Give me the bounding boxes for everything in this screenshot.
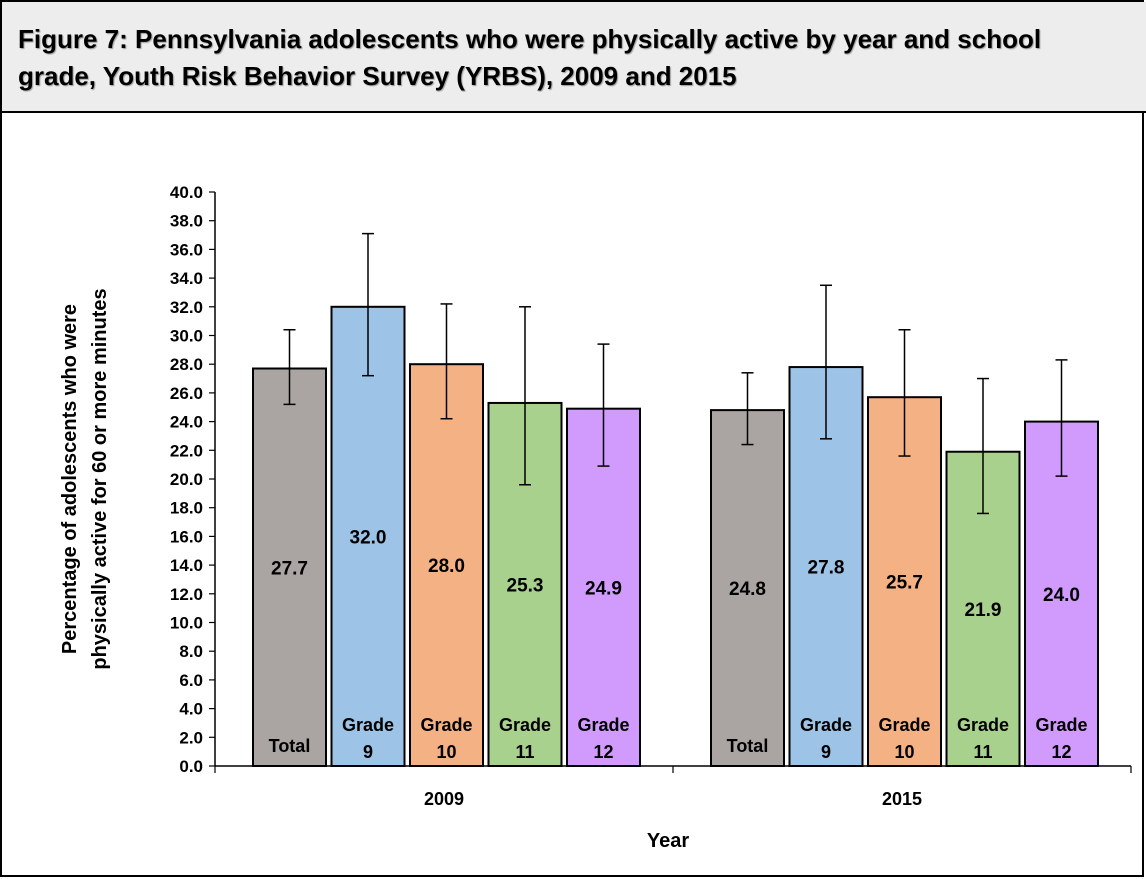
data-label: 24.0 — [1043, 585, 1080, 606]
y-tick-label: 16.0 — [170, 527, 203, 546]
bar-category-label: 9 — [821, 742, 831, 762]
y-tick-label: 4.0 — [179, 700, 203, 719]
data-label: 28.0 — [428, 556, 465, 577]
bar-category-label: 9 — [363, 742, 373, 762]
y-axis-title-line1: Percentage of adolescents who were — [59, 304, 81, 654]
y-tick-label: 40.0 — [170, 183, 203, 202]
bar-category-label: Total — [269, 736, 311, 756]
bar — [330, 305, 406, 767]
bar-category-label: 10 — [436, 742, 456, 762]
y-tick-label: 0.0 — [179, 757, 203, 776]
data-label: 27.7 — [271, 558, 308, 579]
y-tick-label: 12.0 — [170, 585, 203, 604]
bar — [252, 367, 327, 767]
bar-category-label: Grade — [1035, 715, 1087, 735]
y-tick-label: 18.0 — [170, 499, 203, 518]
title-bar: Figure 7: Pennsylvania adolescents who w… — [2, 2, 1146, 113]
data-label: 25.3 — [507, 575, 544, 596]
bar — [566, 407, 641, 767]
x-axis-title: Year — [647, 830, 689, 852]
bar-category-label: 12 — [1051, 742, 1071, 762]
data-label: 24.8 — [729, 579, 766, 600]
y-tick-label: 10.0 — [170, 614, 203, 633]
bar-category-label: Grade — [577, 715, 629, 735]
figure-title: Figure 7: Pennsylvania adolescents who w… — [18, 24, 1042, 91]
data-label: 21.9 — [965, 600, 1002, 621]
y-tick-label: 28.0 — [170, 355, 203, 374]
y-tick-label: 2.0 — [179, 728, 203, 747]
y-tick-label: 36.0 — [170, 240, 203, 259]
y-axis-title-line2: physically active for 60 or more minutes — [89, 288, 111, 669]
y-tick-label: 22.0 — [170, 441, 203, 460]
bar — [409, 363, 484, 767]
y-tick-label: 32.0 — [170, 298, 203, 317]
bar-category-label: Grade — [499, 715, 551, 735]
data-label: 27.8 — [808, 558, 845, 579]
bar-category-label: Grade — [957, 715, 1009, 735]
bar-category-label: 10 — [894, 742, 914, 762]
x-category-label: 2015 — [882, 789, 922, 809]
y-tick-label: 6.0 — [179, 671, 203, 690]
bar — [710, 409, 785, 767]
y-tick-label: 34.0 — [170, 269, 203, 288]
data-label: 32.0 — [350, 527, 387, 548]
bar-category-label: Grade — [342, 715, 394, 735]
bar-category-label: Grade — [800, 715, 852, 735]
bar-category-label: 11 — [515, 742, 534, 762]
y-tick-label: 26.0 — [170, 384, 203, 403]
bar — [1024, 420, 1099, 767]
bar-category-label: Grade — [878, 715, 930, 735]
bar-category-label: Grade — [420, 715, 472, 735]
y-tick-label: 20.0 — [170, 470, 203, 489]
data-label: 25.7 — [886, 573, 923, 594]
y-tick-label: 8.0 — [179, 642, 203, 661]
y-tick-label: 24.0 — [170, 413, 203, 432]
y-tick-label: 30.0 — [170, 327, 203, 346]
x-category-label: 2009 — [424, 789, 464, 809]
y-tick-label: 14.0 — [170, 556, 203, 575]
bar-category-label: Total — [727, 736, 769, 756]
y-tick-label: 38.0 — [170, 212, 203, 231]
data-label: 24.9 — [585, 578, 622, 599]
bar-category-label: 11 — [973, 742, 992, 762]
bar-category-label: 12 — [593, 742, 613, 762]
